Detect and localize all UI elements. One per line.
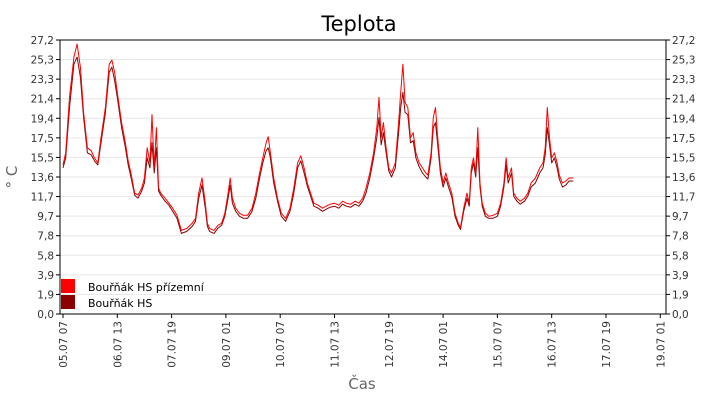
- x-tick-label: 15.07 07: [492, 321, 504, 368]
- y-tick-label-right: 21,4: [672, 94, 696, 106]
- grid-lines: [60, 59, 666, 295]
- legend: Bouřňák HS přízemní Bouřňák HS: [61, 279, 205, 310]
- x-tick-label: 12.07 19: [384, 321, 396, 368]
- y-tick-label-right: 27,2: [672, 35, 695, 47]
- y-tick-label-right: 3,9: [672, 270, 689, 282]
- x-tick-label: 10.07 07: [275, 321, 287, 368]
- y-axis-left: 0,0 1,9 3,9 5,8 7,8 9,7 11,7 13,6 15,5 17,5 19,4 21…: [31, 35, 60, 321]
- y-axis-right: 0,0 1,9 3,9 5,8 7,8 9,7 11,7 13,6 15,5 17,5 19,4 21…: [666, 35, 696, 321]
- x-axis: 05.07 07 06.07 13 07.07 19 09.07 01 10.07 07…: [58, 314, 667, 368]
- y-tick-label-left: 1,9: [37, 289, 54, 301]
- y-tick-label-left: 27,2: [31, 35, 54, 47]
- y-tick-label-right: 15,5: [672, 152, 695, 164]
- y-tick-label-left: 11,7: [31, 192, 54, 204]
- y-tick-label-right: 7,8: [672, 231, 689, 243]
- x-tick-label: 14.07 01: [438, 321, 450, 368]
- y-tick-label-left: 21,4: [31, 94, 55, 106]
- y-tick-label-left: 15,5: [31, 152, 54, 164]
- y-tick-label-right: 13,6: [672, 172, 696, 184]
- series-line-0: [62, 43, 574, 231]
- y-tick-label-left: 9,7: [37, 211, 54, 223]
- y-tick-label-right: 23,3: [672, 74, 695, 86]
- chart-title: Teplota: [320, 12, 396, 36]
- x-axis-title: Čas: [348, 374, 376, 393]
- x-tick-label: 06.07 13: [112, 321, 124, 368]
- y-tick-label-left: 25,3: [31, 55, 54, 67]
- series-line-1: [62, 56, 574, 234]
- x-tick-label: 19.07 01: [655, 321, 667, 368]
- x-tick-label: 07.07 19: [167, 321, 179, 368]
- y-axis-title: ° C: [3, 166, 21, 189]
- y-tick-label-right: 17,5: [672, 133, 695, 145]
- series-layer: [62, 43, 574, 234]
- legend-label: Bouřňák HS: [88, 297, 152, 310]
- y-tick-label-left: 5,8: [37, 250, 54, 262]
- y-tick-label-right: 5,8: [672, 250, 689, 262]
- y-tick-label-right: 19,4: [672, 113, 696, 125]
- y-tick-label-left: 7,8: [37, 231, 54, 243]
- y-tick-label-left: 17,5: [31, 133, 54, 145]
- y-tick-label-right: 1,9: [672, 289, 689, 301]
- legend-swatch: [61, 279, 75, 293]
- x-tick-label: 16.07 13: [547, 321, 559, 368]
- y-tick-label-left: 3,9: [37, 270, 54, 282]
- y-tick-label-left: 0,0: [37, 309, 54, 321]
- x-tick-label: 11.07 13: [329, 321, 341, 368]
- y-tick-label-left: 23,3: [31, 74, 54, 86]
- y-tick-label-left: 13,6: [31, 172, 55, 184]
- x-tick-label: 05.07 07: [58, 321, 70, 368]
- x-tick-label: 09.07 01: [221, 321, 233, 368]
- x-tick-label: 17.07 19: [601, 321, 613, 368]
- y-tick-label-right: 11,7: [672, 192, 695, 204]
- legend-label: Bouřňák HS přízemní: [88, 281, 205, 294]
- legend-swatch: [61, 295, 75, 309]
- y-tick-label-right: 25,3: [672, 55, 695, 67]
- y-tick-label-right: 0,0: [672, 309, 689, 321]
- y-tick-label-right: 9,7: [672, 211, 689, 223]
- y-tick-label-left: 19,4: [31, 113, 55, 125]
